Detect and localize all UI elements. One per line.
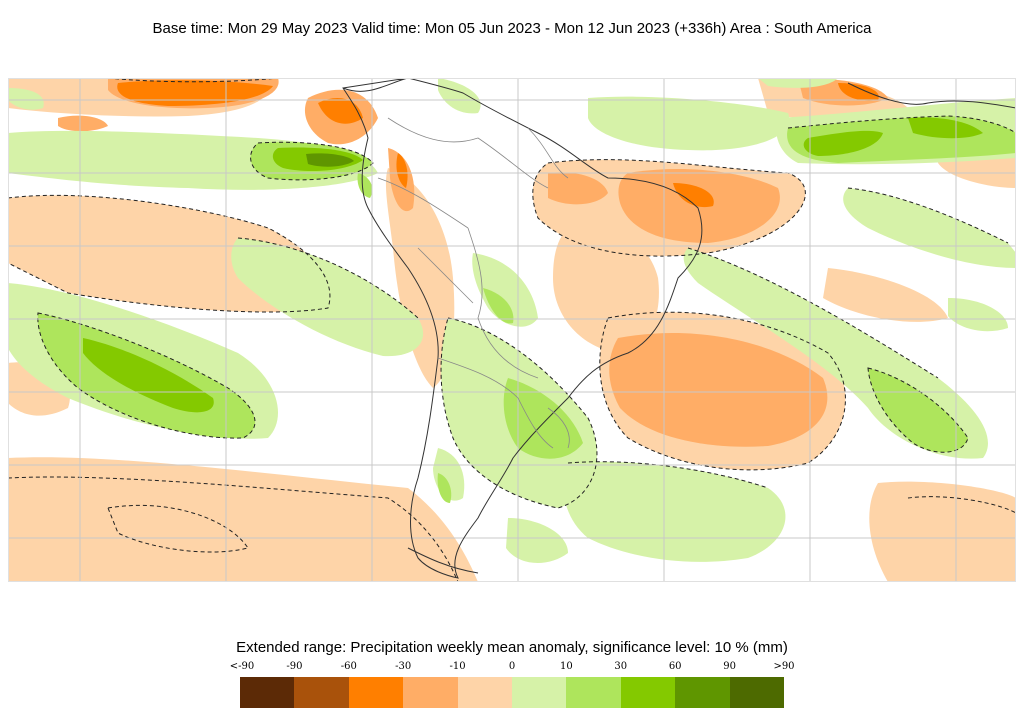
legend-tick-label: 30 (614, 661, 628, 672)
legend-tick-label: -90 (286, 661, 303, 672)
legend-swatch (620, 677, 676, 708)
legend-swatch (294, 677, 349, 708)
coastlines (342, 78, 1016, 579)
legend-tick-label: -10 (449, 661, 466, 672)
legend-title: Extended range: Precipitation weekly mea… (236, 639, 788, 656)
legend-swatch (675, 677, 730, 708)
positive-anomaly-extreme-regions (306, 153, 354, 167)
legend-tick-label: 10 (560, 661, 573, 672)
positive-anomaly-strong-regions (83, 117, 983, 413)
legend-tick-label: -60 (340, 661, 357, 672)
map-title: Base time: Mon 29 May 2023 Valid time: M… (152, 20, 872, 37)
legend-swatch (512, 677, 567, 708)
legend-swatch (348, 677, 404, 708)
legend-swatch (729, 677, 785, 708)
legend-tick-label: 90 (723, 661, 736, 672)
significance-contours (8, 78, 1016, 582)
legend-tick-label: <-90 (229, 661, 255, 672)
legend-tick-label: 60 (668, 661, 682, 672)
map-canvas (8, 78, 1016, 582)
legend-swatch (240, 677, 295, 708)
legend-swatch (457, 677, 513, 708)
graticule (8, 78, 1016, 582)
anomaly-map (8, 78, 1016, 582)
legend-colorbar (240, 677, 785, 708)
legend-swatch (566, 677, 621, 708)
legend-swatch (403, 677, 458, 708)
country-borders (377, 117, 570, 449)
legend-tick-label: 0 (508, 661, 516, 672)
legend-tick-label: -30 (395, 661, 412, 672)
legend-scale-labels: <-90 -90 -60 -30 -10 0 10 30 60 90 >90 (0, 661, 1024, 675)
legend-tick-label: >90 (773, 661, 795, 672)
